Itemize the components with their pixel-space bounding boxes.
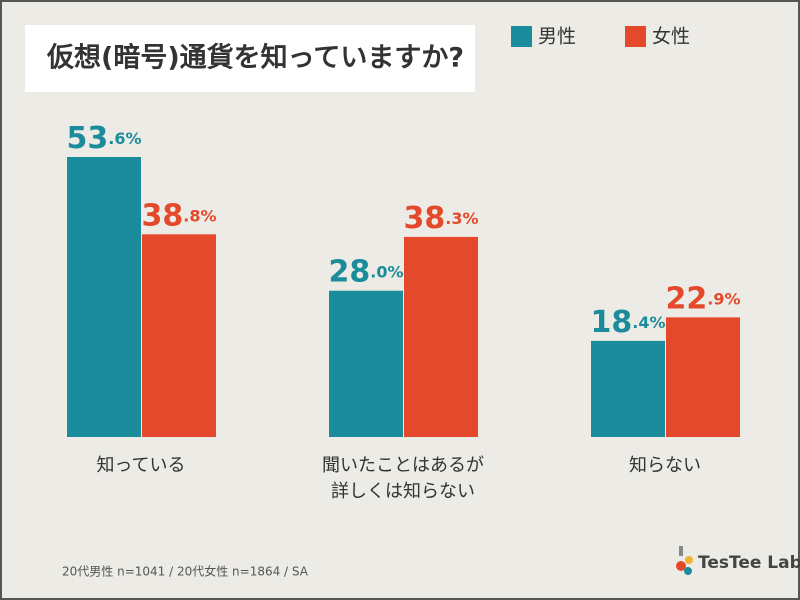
bar <box>591 340 665 437</box>
value-label: 38.3% <box>404 200 479 235</box>
bar <box>67 157 141 437</box>
legend-label: 男性 <box>538 26 576 48</box>
bar <box>404 236 478 437</box>
logo-text: TesTee Lab. <box>698 553 800 573</box>
x-tick-label: 知らない <box>629 455 701 476</box>
value-label: 38.8% <box>142 198 217 233</box>
legend-swatch <box>625 26 646 47</box>
value-label: 22.9% <box>666 281 741 316</box>
logo-icon <box>676 546 693 575</box>
chart-title: 仮想(暗号)通貨を知っていますか? <box>46 42 464 74</box>
footnote: 20代男性 n=1041 / 20代女性 n=1864 / SA <box>62 564 309 579</box>
value-label: 18.4% <box>591 304 666 339</box>
bar <box>142 234 216 437</box>
bar <box>666 317 740 437</box>
title-box <box>25 25 475 92</box>
legend-label: 女性 <box>652 26 690 48</box>
legend-swatch <box>511 26 532 47</box>
x-tick-label: 聞いたことはあるが詳しくは知らない <box>322 455 484 502</box>
value-label: 53.6% <box>67 121 142 156</box>
value-label: 28.0% <box>329 254 404 289</box>
bar <box>329 290 403 437</box>
x-tick-label: 知っている <box>96 455 185 476</box>
